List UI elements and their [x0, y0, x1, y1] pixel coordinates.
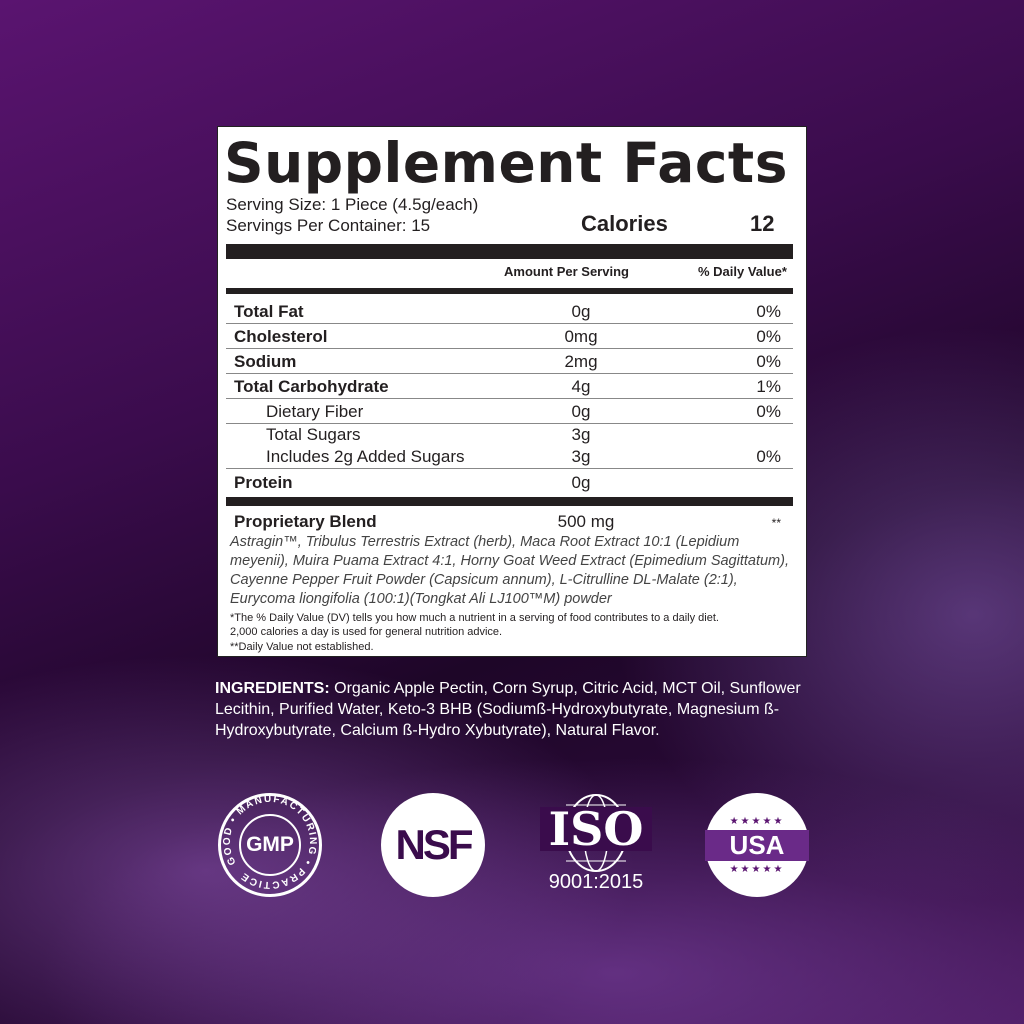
divider: [226, 497, 793, 506]
gmp-badge: GOOD • MANUFACTURING • PRACTICE GMP: [218, 793, 322, 897]
usa-badge: ★★★★★ USA ★★★★★: [705, 793, 809, 897]
iso-label: ISO: [540, 806, 652, 852]
nutrient-row: Total Sugars 3g: [266, 425, 591, 444]
amount-header: Amount Per Serving: [504, 264, 629, 279]
iso-badge: ISO 9001:2015: [540, 793, 652, 893]
label-title: Supplement Facts: [224, 131, 788, 195]
nutrient-row: Includes 2g Added Sugars 3g 0%: [226, 445, 793, 469]
nutrient-row: Total Fat 0g 0%: [226, 300, 793, 324]
gmp-label: GMP: [239, 814, 301, 876]
usa-label: USA: [705, 829, 809, 861]
stars-icon: ★★★★★: [729, 863, 785, 875]
footnote: 2,000 calories a day is used for general…: [230, 626, 503, 638]
nutrient-row: Sodium 2mg 0%: [226, 350, 793, 374]
calories-label: Calories: [581, 211, 668, 236]
stars-icon: ★★★★★: [729, 815, 785, 827]
dv-header: % Daily Value*: [698, 264, 787, 279]
nsf-label: NSF: [395, 821, 474, 868]
nutrient-row: Total Carbohydrate 4g 1%: [226, 375, 793, 399]
ingredients-heading: INGREDIENTS:: [215, 680, 330, 697]
nsf-badge: NSF: [381, 793, 485, 897]
calories-value: 12: [750, 211, 775, 236]
ingredients-list: Organic Apple Pectin, Corn Syrup, Citric…: [215, 680, 801, 739]
footnote: *The % Daily Value (DV) tells you how mu…: [230, 612, 719, 624]
serving-size: Serving Size: 1 Piece (4.5g/each): [226, 195, 479, 214]
blend-ingredients: Astragin™, Tribulus Terrestris Extract (…: [230, 534, 789, 607]
nutrient-row: Cholesterol 0mg 0%: [226, 325, 793, 349]
divider: [226, 244, 793, 259]
footnote: **Daily Value not established.: [230, 641, 374, 653]
nutrient-row: Protein 0g: [234, 473, 591, 492]
blend-row: Proprietary Blend 500 mg **: [234, 512, 781, 531]
iso-standard: 9001:2015: [548, 871, 644, 893]
divider: [226, 288, 793, 294]
nutrient-row: Dietary Fiber 0g 0%: [226, 400, 793, 424]
supplement-facts-label: Supplement Facts Serving Size: 1 Piece (…: [217, 126, 807, 657]
servings-per-container: Servings Per Container: 15: [226, 216, 431, 235]
ingredients-text: INGREDIENTS: Organic Apple Pectin, Corn …: [215, 678, 825, 741]
